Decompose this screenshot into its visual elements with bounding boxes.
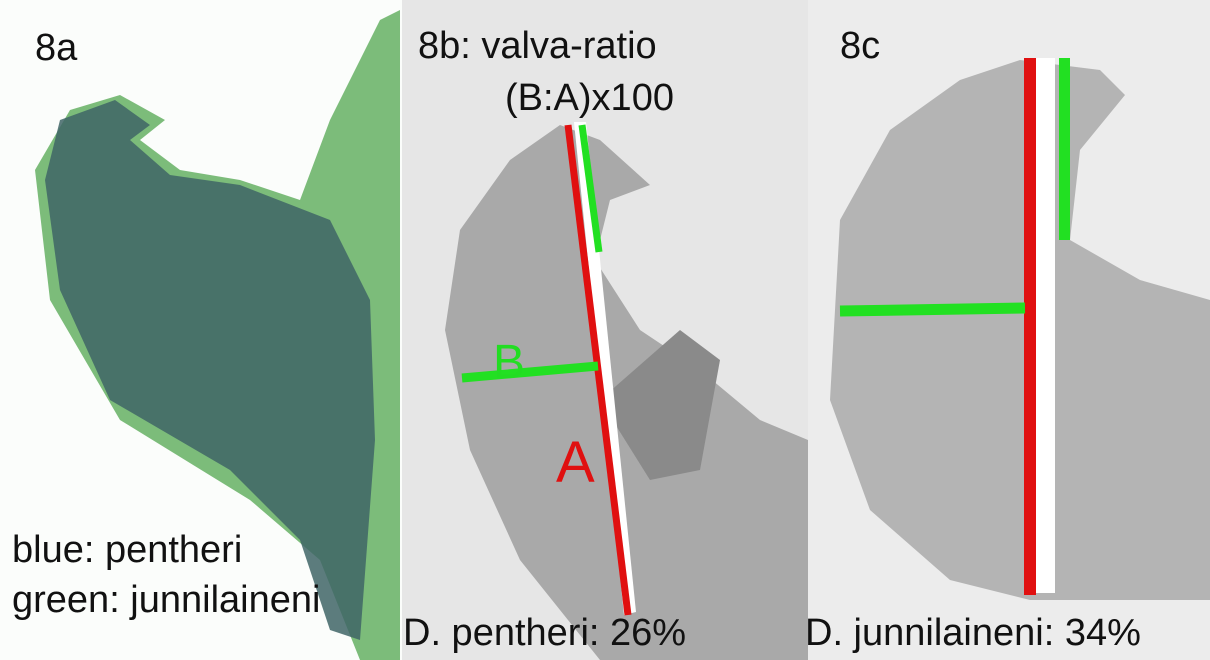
panel-label: 8a	[35, 27, 78, 69]
panel-8c: 8c D. junnilaineni: 34%	[805, 0, 1210, 660]
formula: (B:A)x100	[505, 77, 674, 119]
mark-label: A	[556, 430, 595, 495]
panel-8b: 8b: valva-ratio (B:A)x100 B A D. penther…	[402, 0, 808, 660]
line-green	[1059, 58, 1070, 240]
panel-8a: 8a blue: pentheri green: junnilaineni	[0, 0, 402, 660]
figure: 8a blue: pentheri green: junnilaineni 8b…	[0, 0, 1210, 660]
caption: D. pentheri: 26%	[403, 612, 686, 654]
caption: D. junnilaineni: 34%	[805, 612, 1141, 654]
panel-label: 8c	[840, 25, 880, 67]
legend-entry: blue: pentheri	[12, 529, 242, 571]
mark-label: B	[493, 336, 525, 389]
legend-entry: green: junnilaineni	[12, 579, 320, 621]
line-a	[1024, 58, 1036, 595]
line-b	[840, 308, 1025, 311]
panel-label: 8b: valva-ratio	[418, 25, 657, 67]
ruler	[1035, 58, 1055, 593]
